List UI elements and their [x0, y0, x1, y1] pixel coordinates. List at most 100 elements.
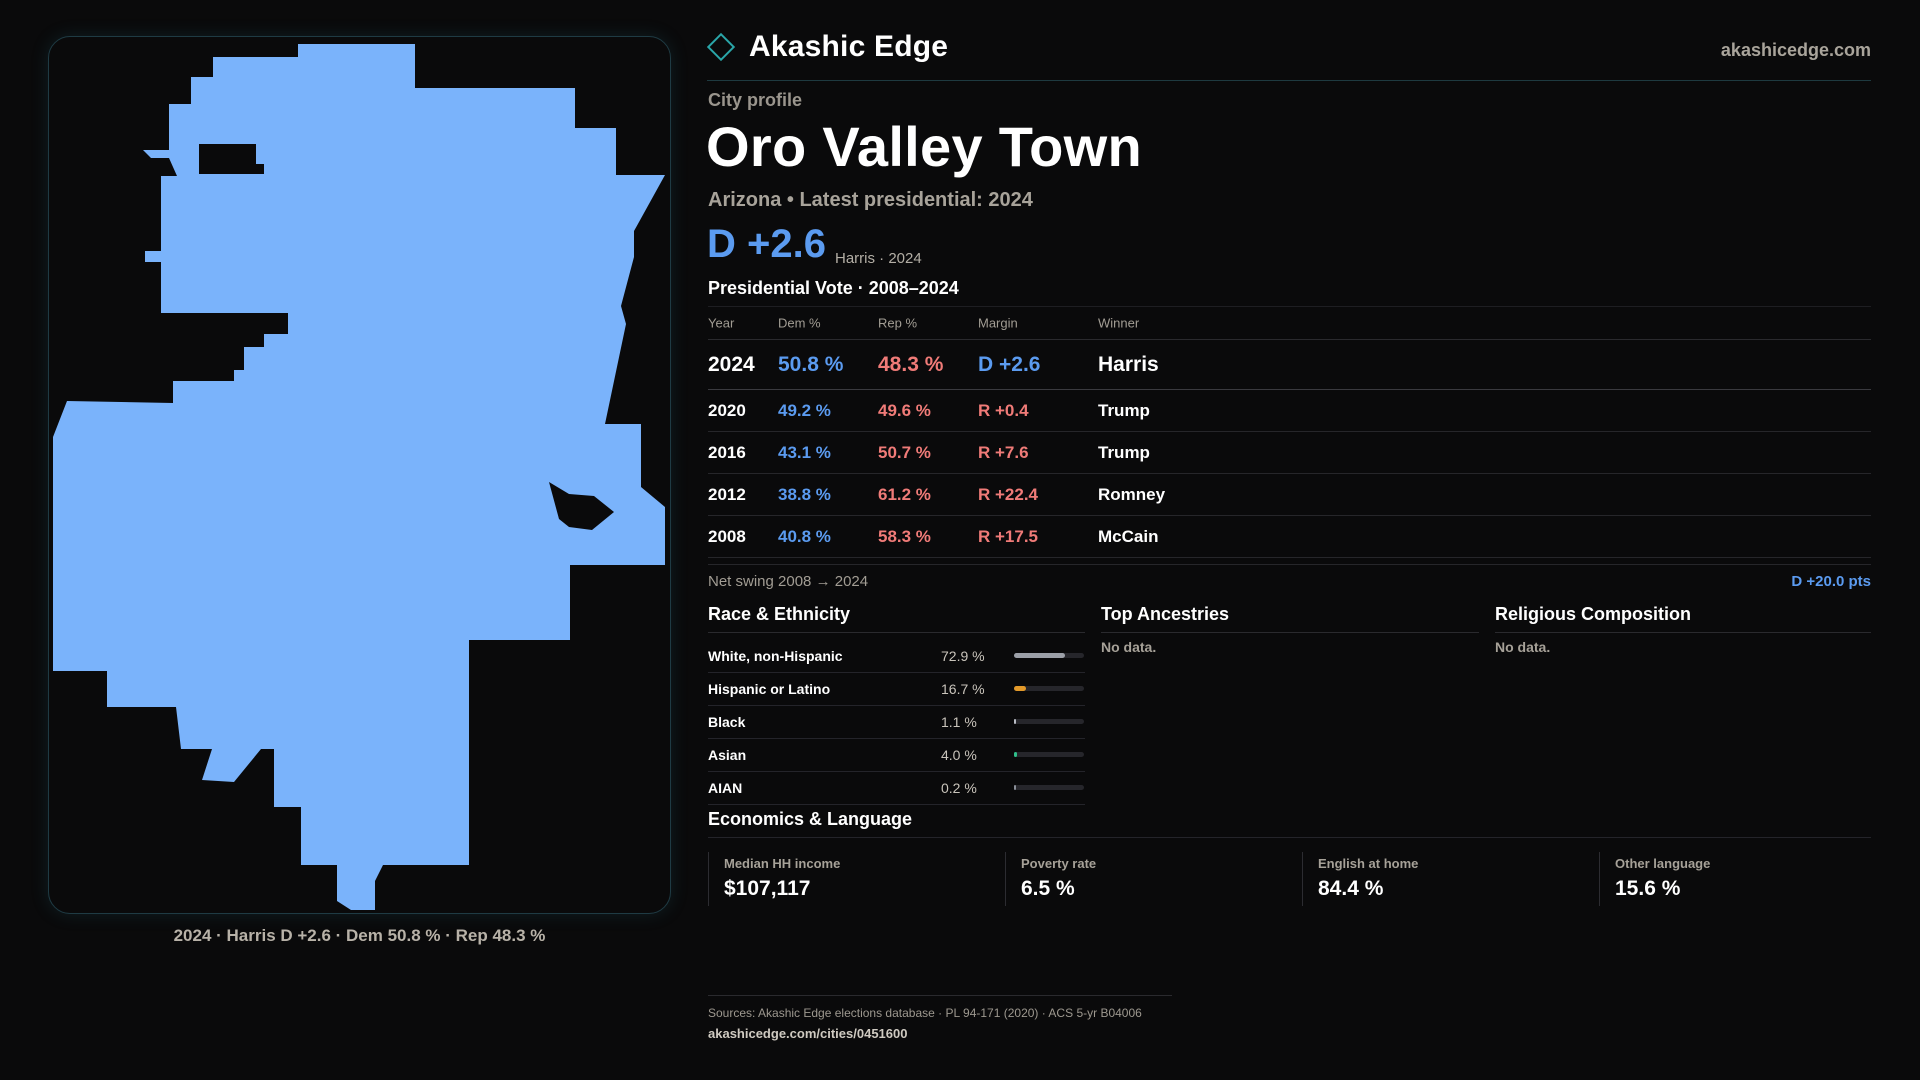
race-pct: 0.2 %: [941, 780, 977, 796]
economics-grid: Median HH income $107,117 Poverty rate 6…: [708, 852, 1871, 906]
swing-divider: [708, 564, 1871, 565]
col-header-year: Year: [708, 315, 735, 331]
econ-label: Poverty rate: [1021, 856, 1097, 871]
race-bar-track: [1014, 686, 1084, 691]
ancestries-section-title: Top Ancestries: [1101, 604, 1230, 624]
table-row: 2016 43.1 % 50.7 % R +7.6 Trump: [708, 432, 1871, 474]
race-pct: 16.7 %: [941, 681, 985, 697]
row-winner: Trump: [1098, 442, 1150, 462]
row-dem: 49.2 %: [778, 400, 831, 420]
col-header-winner: Winner: [1098, 315, 1140, 331]
race-pct: 72.9 %: [941, 648, 985, 664]
religion-section-title: Religious Composition: [1495, 604, 1691, 624]
col-header-dem: Dem %: [778, 315, 821, 331]
row-rep: 50.7 %: [878, 442, 931, 462]
list-item: Asian 4.0 %: [708, 739, 1085, 772]
list-item: White, non-Hispanic 72.9 %: [708, 640, 1085, 673]
row-margin: R +22.4: [978, 484, 1039, 504]
row-margin: R +0.4: [978, 400, 1029, 420]
econ-value: 84.4 %: [1318, 877, 1384, 900]
ancestries-divider: [1101, 632, 1479, 633]
econ-stat-income: Median HH income $107,117: [708, 852, 1005, 906]
econ-stat-english: English at home 84.4 %: [1302, 852, 1599, 906]
race-name: AIAN: [708, 780, 743, 796]
row-year: 2016: [708, 442, 746, 462]
table-row: 2012 38.8 % 61.2 % R +22.4 Romney: [708, 474, 1871, 516]
row-dem: 40.8 %: [778, 526, 831, 546]
site-link[interactable]: akashicedge.com: [1720, 40, 1871, 60]
ancestries-empty: No data.: [1101, 639, 1157, 655]
race-bar-fill: [1014, 752, 1017, 757]
latest-margin: D +2.6: [707, 222, 826, 266]
race-pct: 4.0 %: [941, 747, 977, 763]
page-title: Oro Valley Town: [706, 115, 1143, 178]
list-item: Black 1.1 %: [708, 706, 1085, 739]
row-rep: 48.3 %: [878, 352, 944, 376]
econ-label: Median HH income: [724, 856, 841, 871]
race-bar-track: [1014, 719, 1084, 724]
row-rep: 61.2 %: [878, 484, 931, 504]
row-winner: Trump: [1098, 400, 1150, 420]
table-row: 2008 40.8 % 58.3 % R +17.5 McCain: [708, 516, 1871, 558]
religion-empty: No data.: [1495, 639, 1551, 655]
row-year: 2024: [708, 352, 755, 376]
race-bar-track: [1014, 752, 1084, 757]
row-winner: Harris: [1098, 352, 1159, 376]
vote-section-title: Presidential Vote · 2008–2024: [708, 278, 959, 298]
race-list: White, non-Hispanic 72.9 % Hispanic or L…: [708, 640, 1085, 805]
net-swing-label: Net swing 2008 → 2024: [708, 573, 869, 590]
page-kicker: City profile: [708, 90, 803, 110]
econ-label: English at home: [1318, 856, 1419, 871]
page-url-link[interactable]: akashicedge.com/cities/0451600: [708, 1026, 908, 1041]
table-row: 2024 50.8 % 48.3 % D +2.6 Harris: [708, 340, 1871, 390]
race-bar-fill: [1014, 653, 1065, 658]
row-rep: 49.6 %: [878, 400, 931, 420]
net-swing-value: D +20.0 pts: [1791, 573, 1871, 590]
row-year: 2020: [708, 400, 746, 420]
race-name: White, non-Hispanic: [708, 648, 843, 664]
map-inner-hole: [549, 482, 614, 530]
race-pct: 1.1 %: [941, 714, 977, 730]
row-winner: Romney: [1098, 484, 1166, 504]
race-bar-track: [1014, 653, 1084, 658]
sources-note: Sources: Akashic Edge elections database…: [708, 1006, 1142, 1020]
latest-margin-note: Harris · 2024: [835, 250, 922, 267]
religion-divider: [1495, 632, 1871, 633]
race-bar-track: [1014, 785, 1084, 790]
row-winner: McCain: [1098, 526, 1159, 546]
race-name: Hispanic or Latino: [708, 681, 831, 697]
col-header-margin: Margin: [978, 315, 1018, 331]
race-name: Asian: [708, 747, 747, 763]
row-year: 2008: [708, 526, 746, 546]
econ-label: Other language: [1615, 856, 1711, 871]
race-bar-fill: [1014, 686, 1026, 691]
diamond-logo-icon: [706, 32, 736, 62]
econ-value: 15.6 %: [1615, 877, 1681, 900]
econ-value: $107,117: [724, 877, 811, 900]
brand[interactable]: Akashic Edge: [706, 30, 949, 64]
footer-divider: [708, 995, 1172, 996]
table-row: 2020 49.2 % 49.6 % R +0.4 Trump: [708, 390, 1871, 432]
city-boundary-shape: [53, 44, 665, 910]
row-margin: D +2.6: [978, 352, 1041, 376]
table-header: Year Dem % Rep % Margin Winner: [708, 306, 1871, 340]
econ-stat-poverty: Poverty rate 6.5 %: [1005, 852, 1302, 906]
map-caption: 2024 · Harris D +2.6 · Dem 50.8 % · Rep …: [173, 926, 546, 945]
row-dem: 50.8 %: [778, 352, 844, 376]
econ-stat-other-language: Other language 15.6 %: [1599, 852, 1871, 906]
row-rep: 58.3 %: [878, 526, 931, 546]
page-subtitle: Arizona • Latest presidential: 2024: [708, 189, 1033, 211]
list-item: AIAN 0.2 %: [708, 772, 1085, 805]
race-bar-fill: [1014, 719, 1016, 724]
economics-section-title: Economics & Language: [708, 809, 913, 829]
list-item: Hispanic or Latino 16.7 %: [708, 673, 1085, 706]
brand-name: Akashic Edge: [749, 30, 949, 63]
economics-divider: [708, 837, 1871, 838]
row-dem: 43.1 %: [778, 442, 831, 462]
row-year: 2012: [708, 484, 746, 504]
race-divider: [708, 632, 1085, 633]
city-boundary-map: [53, 44, 665, 910]
race-name: Black: [708, 714, 746, 730]
row-dem: 38.8 %: [778, 484, 831, 504]
map-panel: [48, 36, 671, 914]
